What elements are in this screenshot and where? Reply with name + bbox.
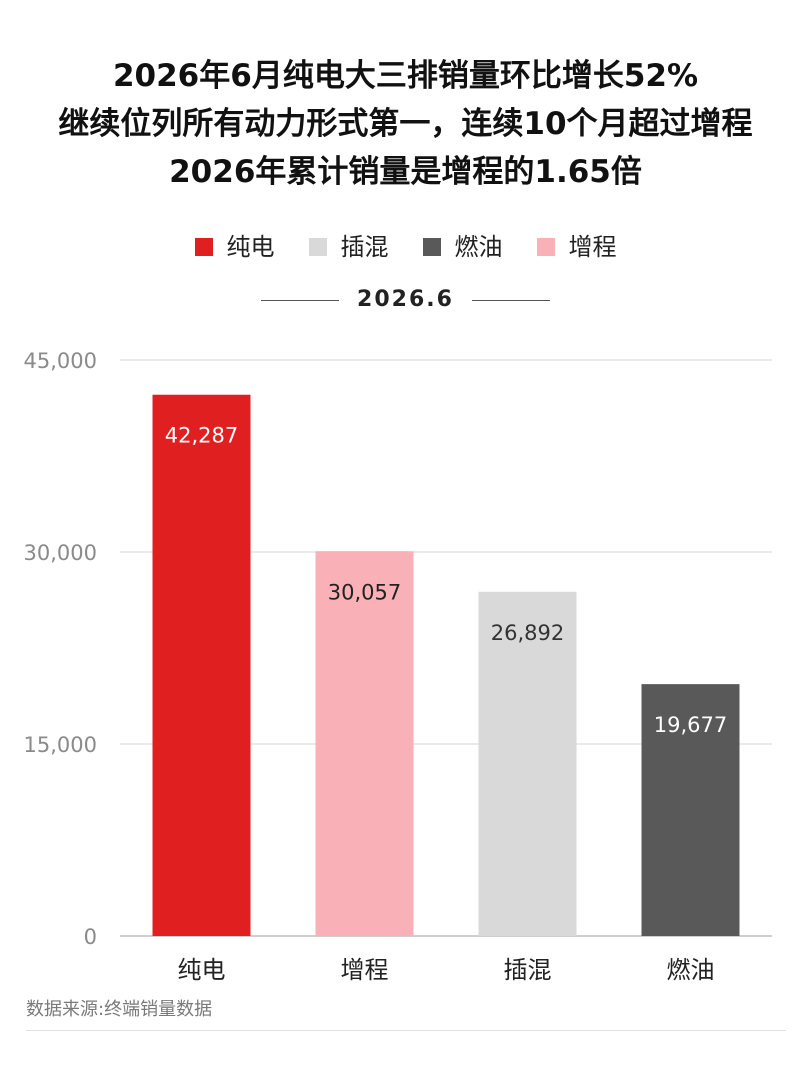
bar <box>641 684 740 936</box>
legend-swatch-bev <box>194 238 213 256</box>
title-line-1: 2026年6月纯电大三排销量环比增长52% <box>112 58 699 94</box>
period-label: 2026.6 <box>357 287 454 312</box>
legend-label-bev: 纯电 <box>226 233 275 261</box>
x-tick-label: 插混 <box>504 956 552 984</box>
title-line-3: 2026年累计销量是增程的1.65倍 <box>169 154 642 190</box>
subtitle-rule-right <box>471 299 550 301</box>
y-tick-label: 45,000 <box>24 349 97 373</box>
x-tick-label: 增程 <box>341 956 389 984</box>
legend-swatch-ice <box>422 238 441 256</box>
legend-item-erev: 增程 <box>536 232 617 262</box>
bar-value-label: 30,057 <box>328 580 401 604</box>
bottom-divider <box>26 1030 786 1031</box>
bar <box>152 394 251 936</box>
legend-item-bev: 纯电 <box>194 232 275 262</box>
y-tick-label: 0 <box>84 925 97 949</box>
y-tick-label: 30,000 <box>24 541 97 565</box>
x-tick-label: 纯电 <box>178 956 226 984</box>
bar <box>478 591 577 936</box>
legend-swatch-phev <box>308 238 327 256</box>
y-tick-label: 15,000 <box>24 733 97 757</box>
source-note: 数据来源:终端销量数据 <box>26 999 213 1020</box>
x-tick-label: 燃油 <box>667 956 715 984</box>
legend-swatch-erev <box>536 238 555 256</box>
legend-label-ice: 燃油 <box>454 233 503 261</box>
bar-value-label: 26,892 <box>491 621 564 645</box>
period-subtitle: 2026.6 <box>0 284 811 316</box>
bar-value-label: 19,677 <box>654 713 727 737</box>
bar <box>315 551 414 936</box>
chart-title: 2026年6月纯电大三排销量环比增长52% 继续位列所有动力形式第一，连续10个… <box>0 52 811 196</box>
chart-legend: 纯电 插混 燃油 增程 <box>0 232 811 262</box>
legend-label-erev: 增程 <box>568 233 617 261</box>
legend-label-phev: 插混 <box>340 233 389 261</box>
legend-item-phev: 插混 <box>308 232 389 262</box>
title-line-2: 继续位列所有动力形式第一，连续10个月超过增程 <box>58 106 753 142</box>
legend-item-ice: 燃油 <box>422 232 503 262</box>
subtitle-rule-left <box>261 299 340 301</box>
bar-value-label: 42,287 <box>165 424 238 448</box>
